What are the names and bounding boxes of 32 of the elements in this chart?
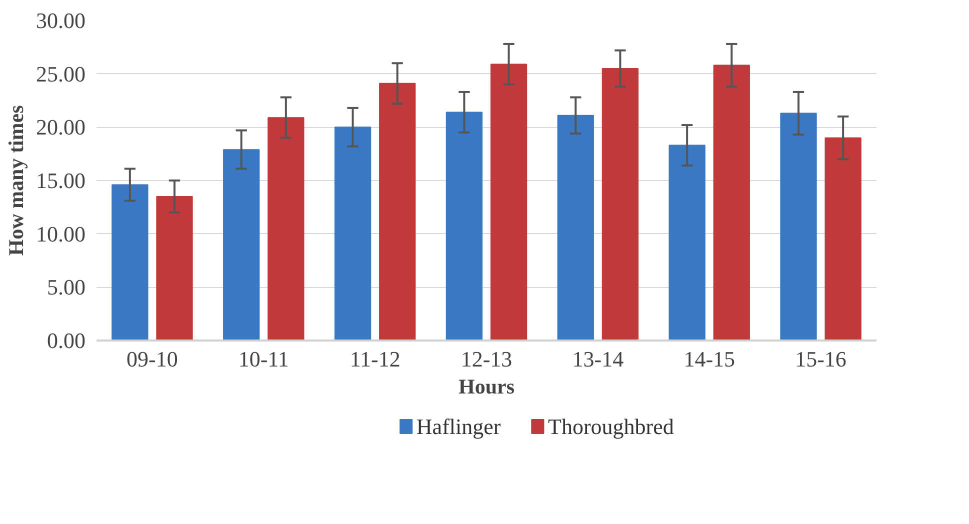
bar [780,112,817,340]
y-tick-label: 5.00 [47,274,86,300]
y-tick-label: 20.00 [36,114,86,140]
bar [334,126,372,340]
bar [668,144,706,340]
y-tick-label: 0.00 [47,328,86,353]
legend-label: Haflinger [416,414,502,439]
x-tick-label: 12-13 [460,346,512,372]
x-axis-title: Hours [458,374,515,398]
bar [268,117,304,340]
y-tick-label: 10.00 [36,221,86,246]
bar [713,64,750,340]
bar [602,68,639,340]
y-tick-label: 15.00 [36,168,86,193]
bar [379,82,416,340]
bar [223,149,260,340]
x-tick-label: 14-15 [684,346,736,372]
x-tick-label: 11-12 [350,346,400,372]
x-tick-label: 09-10 [126,346,178,372]
y-tick-label: 25.00 [36,61,86,86]
x-tick-label: 10-11 [238,346,289,372]
bar [490,64,528,340]
x-tick-label: 13-14 [572,346,624,372]
x-tick-label: 15-16 [795,346,846,372]
bar [112,184,148,340]
y-axis-title: How many times [4,105,28,256]
bar [156,196,193,340]
y-tick-label: 30.00 [36,8,86,33]
bar [824,137,862,340]
legend-label: Thoroughbred [548,414,674,439]
bar [557,114,594,340]
bar [446,112,483,340]
